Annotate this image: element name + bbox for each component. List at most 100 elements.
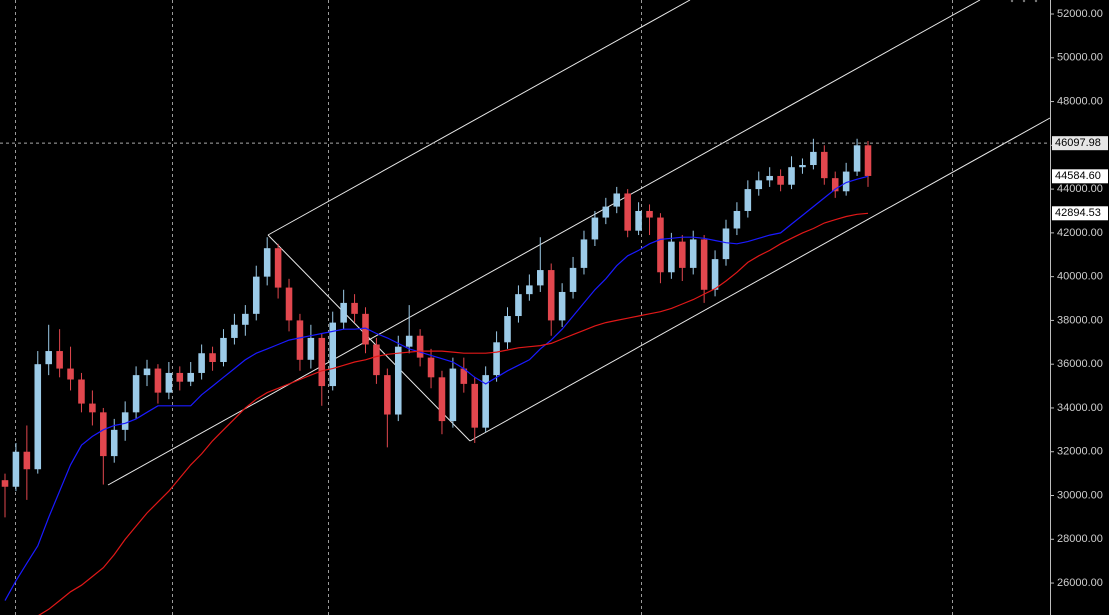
channel-line — [469, 117, 1051, 442]
candle-body — [471, 383, 479, 428]
candle-body — [580, 239, 588, 268]
candle-body — [438, 377, 446, 422]
candle-body — [394, 346, 402, 415]
candles — [1, 138, 872, 518]
y-tick-label: 32000.00 — [1057, 446, 1103, 458]
y-tick-label: 42000.00 — [1057, 227, 1103, 239]
y-tick-label: 52000.00 — [1057, 8, 1103, 20]
price-tag — [1052, 169, 1108, 184]
candle-body — [569, 267, 577, 292]
candle-body — [274, 248, 282, 288]
candle-body — [56, 351, 63, 369]
price-tag — [1052, 206, 1108, 221]
candle-body — [67, 368, 74, 380]
candle-body — [733, 210, 741, 229]
candle-body — [23, 451, 31, 470]
dot — [1034, 0, 1038, 3]
corner-dots — [1010, 0, 1038, 3]
candle-body — [831, 178, 839, 192]
channel-line — [107, 0, 981, 486]
candle-body — [143, 368, 151, 376]
candle-body — [285, 287, 293, 321]
candle-body — [515, 294, 522, 317]
candle-body — [373, 344, 380, 376]
candle-body — [657, 217, 664, 273]
candle-body — [416, 335, 424, 358]
candle-body — [318, 337, 326, 387]
candle-body — [307, 337, 315, 360]
dot — [1010, 0, 1014, 3]
candle-body — [755, 180, 763, 190]
candle-body — [635, 210, 642, 231]
candle-body — [405, 335, 413, 347]
y-tick-label: 28000.00 — [1057, 533, 1103, 545]
candle-body — [766, 175, 773, 181]
candle-body — [78, 379, 85, 404]
candle-body — [34, 364, 42, 470]
candle-body — [810, 151, 817, 166]
candle-body — [602, 206, 610, 218]
vertical-grid — [15, 0, 953, 615]
ma-line — [4, 175, 869, 601]
candle-body — [362, 313, 369, 345]
candle-body — [1, 480, 9, 487]
price-tag — [1052, 136, 1108, 151]
channel-line — [267, 0, 691, 236]
candle-body — [537, 270, 544, 286]
candle-body — [853, 145, 861, 172]
candle-body — [132, 375, 140, 413]
y-tick-label: 26000.00 — [1057, 577, 1103, 589]
candle-body — [252, 276, 260, 314]
candle-body — [187, 372, 194, 382]
candle-body — [613, 193, 621, 207]
y-tick-label: 38000.00 — [1057, 314, 1103, 326]
candle-body — [100, 412, 107, 457]
y-tick-label: 40000.00 — [1057, 271, 1103, 283]
candle-body — [176, 372, 184, 382]
candle-body — [700, 239, 708, 290]
candle-body — [89, 403, 96, 413]
candle-body — [296, 320, 304, 360]
candle-body — [121, 412, 129, 430]
candle-body — [209, 353, 216, 362]
candle-body — [242, 313, 249, 325]
candle-body — [263, 248, 271, 277]
y-tick-label: 44000.00 — [1057, 183, 1103, 195]
price-tag-label: 44584.60 — [1055, 170, 1101, 182]
candle-body — [45, 351, 52, 365]
y-tick-label: 36000.00 — [1057, 358, 1103, 370]
candle-body — [198, 353, 205, 373]
candle-body — [493, 342, 500, 376]
candle-body — [504, 316, 511, 343]
candle-body — [558, 291, 566, 321]
candle-body — [154, 368, 162, 393]
candle-body — [646, 210, 653, 218]
candle-body — [384, 375, 391, 415]
ma-line — [38, 212, 869, 615]
candle-body — [679, 241, 686, 268]
y-tick-label: 50000.00 — [1057, 52, 1103, 64]
candle-body — [624, 193, 631, 231]
candle-body — [689, 239, 697, 268]
channel-line — [267, 234, 471, 442]
candle-body — [220, 337, 227, 362]
candle-body — [788, 167, 795, 185]
y-tick-label: 30000.00 — [1057, 489, 1103, 501]
candle-body — [777, 175, 784, 185]
candle-body — [329, 322, 336, 387]
candle-body — [427, 357, 435, 378]
y-tick-label: 34000.00 — [1057, 402, 1103, 414]
candle-body — [591, 217, 599, 240]
candle-body — [864, 145, 872, 176]
channel-drawing — [107, 0, 1051, 486]
candle-body — [351, 302, 358, 314]
candle-body — [340, 302, 347, 323]
candle-body — [668, 241, 675, 273]
candle-body — [547, 270, 555, 321]
price-tag-label: 46097.98 — [1055, 137, 1101, 149]
candle-body — [12, 451, 20, 487]
candle-body — [460, 368, 468, 384]
candle-body — [799, 165, 806, 168]
candle-body — [722, 228, 730, 260]
